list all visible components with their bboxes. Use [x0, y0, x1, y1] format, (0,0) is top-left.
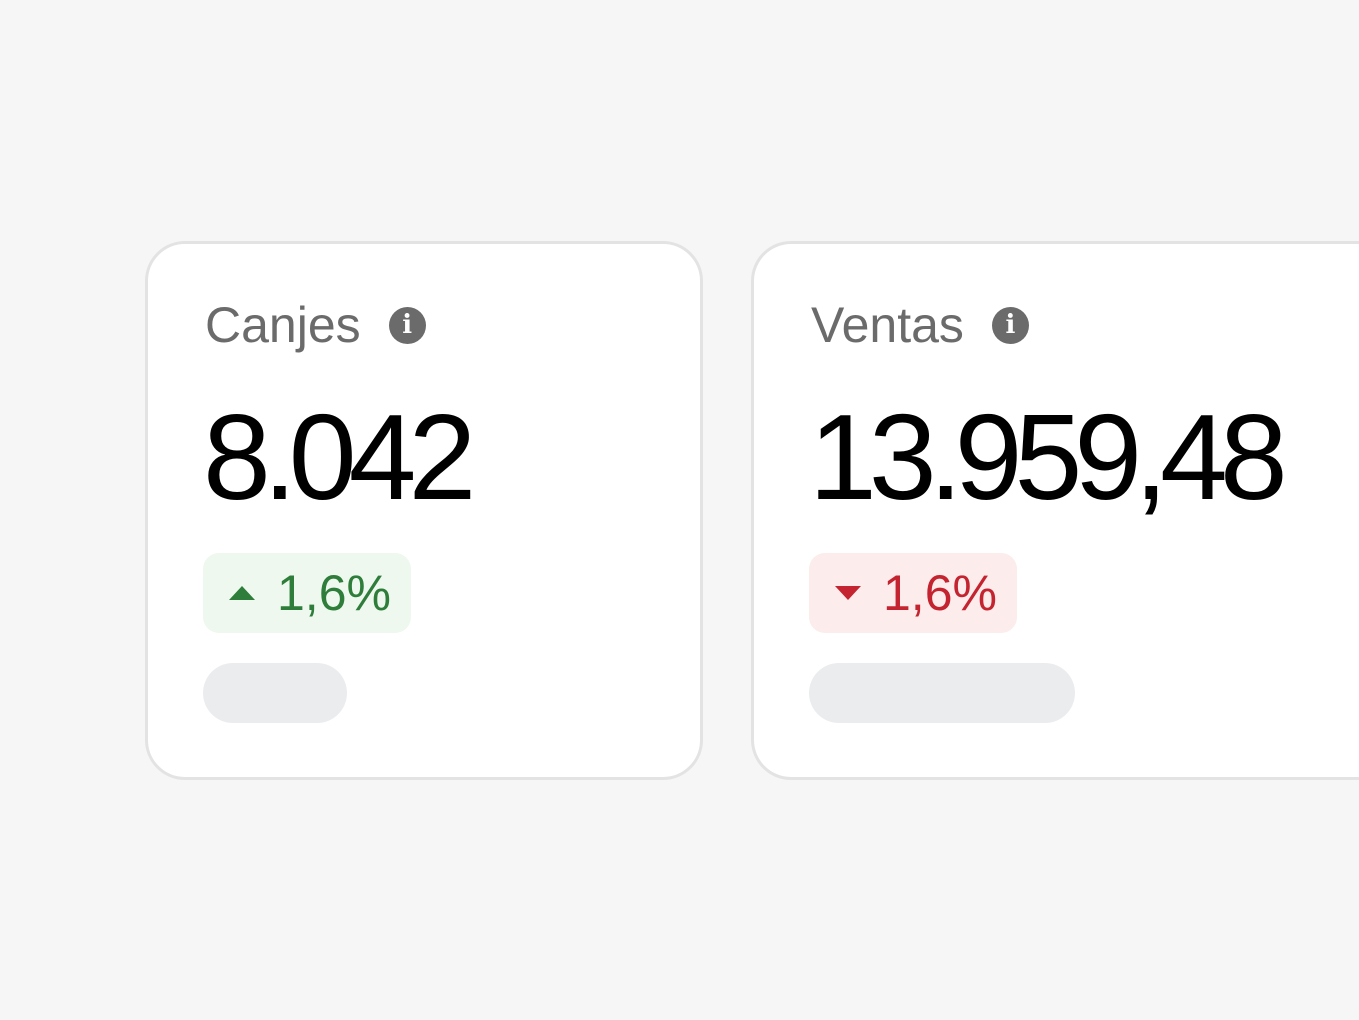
arrow-up-icon — [229, 586, 255, 600]
card-title-text: Ventas — [811, 297, 964, 353]
change-value: 1,6% — [883, 565, 997, 621]
metric-value: 13.959,48 — [809, 389, 1288, 525]
metric-card-ventas: Ventas i 13.959,48 1,6% — [751, 241, 1359, 780]
card-title: Ventas i — [811, 300, 1029, 350]
loading-placeholder — [809, 663, 1075, 723]
card-title: Canjes i — [205, 300, 426, 350]
change-badge: 1,6% — [203, 553, 411, 633]
info-icon[interactable]: i — [388, 306, 426, 344]
change-value: 1,6% — [277, 565, 391, 621]
change-badge: 1,6% — [809, 553, 1017, 633]
card-title-text: Canjes — [205, 297, 361, 353]
arrow-down-icon — [835, 586, 861, 600]
metric-card-canjes: Canjes i 8.042 1,6% — [145, 241, 703, 780]
info-icon[interactable]: i — [991, 306, 1029, 344]
loading-placeholder — [203, 663, 347, 723]
metric-value: 8.042 — [203, 389, 476, 525]
